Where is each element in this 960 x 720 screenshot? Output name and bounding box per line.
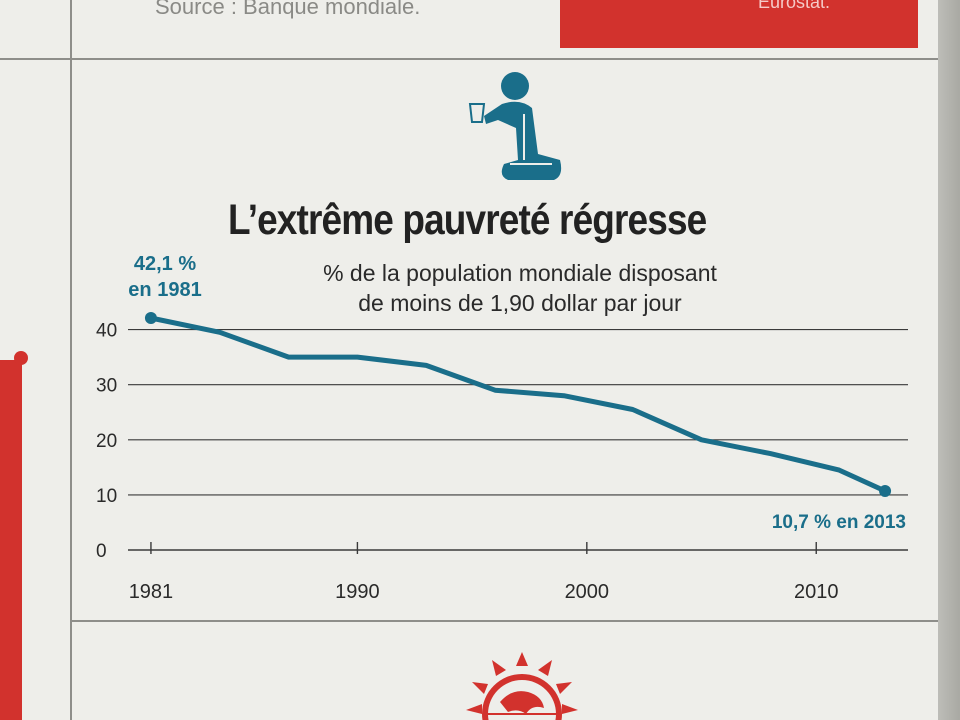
start-annotation-line-2: en 1981 — [128, 279, 201, 301]
x-tick-label-1981: 1981 — [129, 581, 174, 603]
globe-sun-icon — [466, 652, 578, 720]
red-box-text: Eurostat. — [758, 0, 831, 12]
left-column-rule — [70, 0, 72, 720]
bottom-section-rule — [70, 620, 938, 622]
start-annotation-line-1: 42,1 % — [134, 253, 196, 275]
left-red-bar — [0, 360, 22, 720]
chart-title: L’extrême pauvreté régresse — [228, 196, 707, 244]
end-annotation-line-1: 10,7 % en 2013 — [772, 512, 906, 533]
top-section-rule — [0, 58, 938, 60]
red-info-box — [560, 0, 918, 48]
series-line — [148, 315, 888, 494]
end-point-marker — [879, 485, 892, 498]
page-edge — [938, 0, 960, 720]
y-tick-label-0: 0 — [96, 541, 107, 562]
subtitle-line-1: % de la population mondiale disposant — [323, 260, 717, 286]
left-red-dot — [14, 351, 28, 365]
chart-subtitle: % de la population mondiale disposant de… — [320, 258, 720, 318]
x-tick-label-2000: 2000 — [565, 581, 610, 603]
subtitle-line-2: de moins de 1,90 dollar par jour — [358, 290, 682, 316]
y-tick-label-40: 40 — [96, 321, 117, 342]
y-tick-label-20: 20 — [96, 431, 117, 452]
magazine-page — [0, 0, 938, 720]
y-tick-label-10: 10 — [96, 486, 117, 507]
x-tick-label-1990: 1990 — [335, 581, 380, 603]
kneeling-beggar-icon — [468, 72, 562, 180]
x-tick-label-2010: 2010 — [794, 581, 839, 603]
source-note: Source : Banque mondiale. — [155, 0, 421, 19]
y-tick-label-30: 30 — [96, 376, 117, 397]
start-point-marker — [144, 311, 157, 324]
